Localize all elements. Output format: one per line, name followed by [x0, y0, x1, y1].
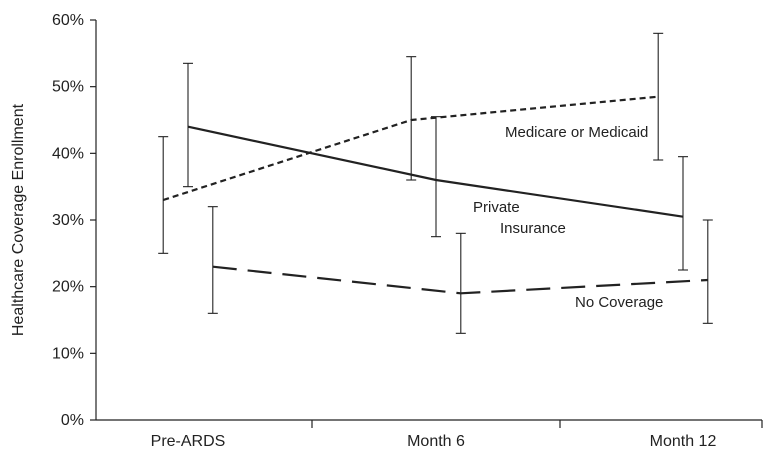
- y-tick-label: 50%: [52, 79, 84, 96]
- x-tick-label: Month 6: [407, 433, 465, 450]
- series-layer: [158, 32, 713, 334]
- annotation-insurance: Insurance: [500, 220, 566, 237]
- y-tick-label: 0%: [61, 412, 84, 429]
- y-tick-label: 10%: [52, 345, 84, 362]
- y-tick-label: 30%: [52, 212, 84, 229]
- series-0: [158, 32, 664, 254]
- y-tick-label: 60%: [52, 12, 84, 29]
- y-tick-label: 40%: [52, 145, 84, 162]
- labels: Healthcare Coverage Enrollment Medicare …: [10, 103, 663, 336]
- series-2: [207, 206, 713, 334]
- annotation-private: Private: [473, 199, 520, 216]
- y-tick-label: 20%: [52, 279, 84, 296]
- annotation-no-coverage: No Coverage: [575, 294, 663, 311]
- y-axis-title: Healthcare Coverage Enrollment: [10, 103, 27, 336]
- x-tick-label: Month 12: [650, 433, 717, 450]
- x-tick-label: Pre-ARDS: [151, 433, 226, 450]
- series-1: [183, 62, 688, 271]
- annotation-medicare-or-medicaid: Medicare or Medicaid: [505, 124, 648, 141]
- axes: 0% 10% 20% 30% 40% 50% 60% Pre-ARDS Month 6 Month…: [52, 12, 763, 450]
